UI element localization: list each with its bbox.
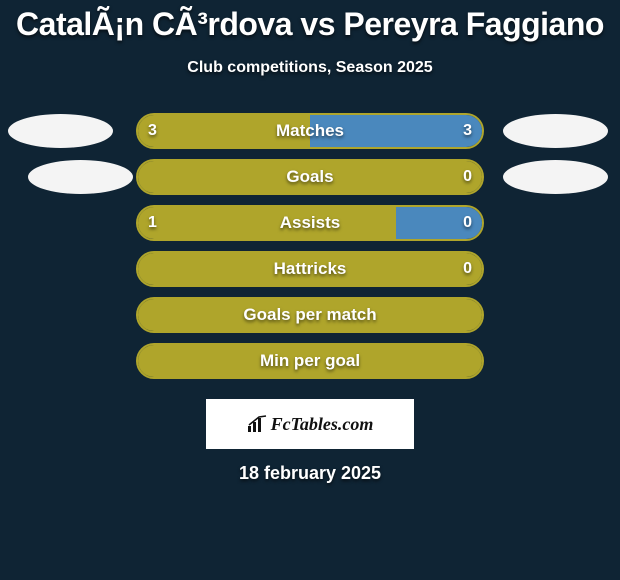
date-text: 18 february 2025 xyxy=(0,463,620,484)
stat-bar: Goals0 xyxy=(136,159,484,195)
player-photo-right xyxy=(503,114,608,148)
player-photo-left xyxy=(28,160,133,194)
stat-bar: Goals per match xyxy=(136,297,484,333)
stat-label: Goals per match xyxy=(138,305,482,325)
stat-bar: Assists1 0 xyxy=(136,205,484,241)
stat-row: Goals per match xyxy=(0,297,620,343)
stat-label: Goals xyxy=(138,167,482,187)
logo-box: FcTables.com xyxy=(206,399,414,449)
stat-value-right: 3 xyxy=(463,122,472,140)
stat-row: Matches3 3 xyxy=(0,113,620,159)
stat-bar: Hattricks0 xyxy=(136,251,484,287)
stat-label: Min per goal xyxy=(138,351,482,371)
stat-label: Matches xyxy=(138,121,482,141)
player-photo-left xyxy=(8,114,113,148)
stat-bar: Min per goal xyxy=(136,343,484,379)
stat-label: Hattricks xyxy=(138,259,482,279)
stat-bar: Matches3 3 xyxy=(136,113,484,149)
stat-value-left: 3 xyxy=(148,122,157,140)
stat-value-right: 0 xyxy=(463,260,472,278)
stat-row: Goals0 xyxy=(0,159,620,205)
subtitle: Club competitions, Season 2025 xyxy=(0,59,620,77)
stat-row: Hattricks0 xyxy=(0,251,620,297)
stat-label: Assists xyxy=(138,213,482,233)
stat-rows: Matches33Goals0Assists10Hattricks0Goals … xyxy=(0,113,620,389)
logo: FcTables.com xyxy=(247,414,374,435)
stat-row: Min per goal xyxy=(0,343,620,389)
chart-icon xyxy=(247,415,269,433)
page-title: CatalÃ¡n CÃ³rdova vs Pereyra Faggiano xyxy=(0,0,620,43)
logo-text: FcTables.com xyxy=(271,414,374,435)
stat-value-right: 0 xyxy=(463,168,472,186)
stat-row: Assists1 0 xyxy=(0,205,620,251)
stat-value-left: 1 xyxy=(148,214,157,232)
stat-value-right: 0 xyxy=(463,214,472,232)
player-photo-right xyxy=(503,160,608,194)
